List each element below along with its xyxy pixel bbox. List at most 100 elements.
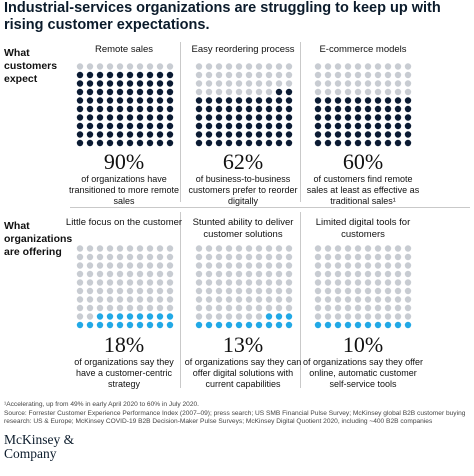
waffle-dot-filled — [344, 122, 352, 130]
waffle-dot-filled — [76, 105, 84, 113]
waffle-dot-filled — [106, 313, 114, 320]
waffle-dot-empty — [136, 304, 144, 312]
chart-title-easy-reordering: Easy reordering process — [191, 44, 295, 55]
waffle-dot-empty — [285, 262, 293, 269]
waffle-dot-filled — [156, 114, 164, 121]
waffle-dot-filled — [235, 97, 243, 104]
waffle-dot-empty — [265, 287, 273, 295]
waffle-dot-empty — [255, 279, 263, 286]
waffle-dot-empty — [394, 262, 402, 269]
waffle-dot-empty — [334, 71, 342, 79]
waffle-dot-empty — [106, 63, 114, 70]
waffle-dot-filled — [76, 114, 84, 121]
waffle-dot-empty — [354, 245, 362, 252]
waffle-dot-filled — [374, 105, 382, 113]
waffle-dot-empty — [354, 63, 362, 70]
waffle-dot-empty — [334, 262, 342, 269]
waffle-dot-empty — [166, 287, 174, 295]
waffle-dot-filled — [255, 114, 263, 121]
waffle-dot-empty — [334, 304, 342, 312]
waffle-dot-filled — [116, 139, 124, 147]
waffle-dot-empty — [364, 270, 372, 278]
row-divider — [70, 207, 470, 208]
waffle-dot-empty — [205, 71, 213, 79]
waffle-dot-filled — [215, 139, 223, 147]
waffle-dot-empty — [364, 296, 372, 303]
waffle-dot-filled — [314, 114, 322, 121]
waffle-dot-filled — [344, 114, 352, 121]
waffle-dot-empty — [166, 296, 174, 303]
waffle-dot-filled — [205, 122, 213, 130]
waffle-dot-filled — [404, 321, 412, 329]
waffle-dot-empty — [106, 296, 114, 303]
waffle-dot-filled — [285, 321, 293, 329]
column-divider — [300, 212, 301, 388]
waffle-dot-empty — [314, 279, 322, 286]
waffle-dot-filled — [146, 105, 154, 113]
waffle-dot-filled — [374, 114, 382, 121]
waffle-dot-filled — [215, 122, 223, 130]
waffle-customer-solutions — [195, 245, 293, 329]
waffle-dot-filled — [255, 321, 263, 329]
waffle-dot-filled — [384, 114, 392, 121]
waffle-dot-empty — [116, 287, 124, 295]
waffle-dot-empty — [195, 287, 203, 295]
waffle-dot-filled — [324, 131, 332, 138]
waffle-dot-empty — [285, 270, 293, 278]
waffle-dot-filled — [96, 105, 104, 113]
waffle-dot-filled — [314, 97, 322, 104]
waffle-dot-empty — [235, 304, 243, 312]
waffle-dot-empty — [344, 279, 352, 286]
waffle-dot-empty — [334, 63, 342, 70]
waffle-dot-filled — [265, 97, 273, 104]
waffle-dot-filled — [86, 122, 94, 130]
waffle-dot-empty — [285, 71, 293, 79]
waffle-dot-filled — [265, 114, 273, 121]
waffle-dot-empty — [354, 313, 362, 320]
chart-title-remote-sales: Remote sales — [94, 44, 154, 55]
waffle-dot-empty — [255, 296, 263, 303]
waffle-dot-empty — [106, 270, 114, 278]
waffle-dot-empty — [225, 253, 233, 261]
waffle-dot-filled — [146, 97, 154, 104]
waffle-dot-empty — [265, 80, 273, 87]
waffle-dot-filled — [106, 114, 114, 121]
waffle-dot-filled — [76, 71, 84, 79]
waffle-dot-filled — [384, 131, 392, 138]
waffle-dot-empty — [374, 80, 382, 87]
waffle-dot-empty — [404, 63, 412, 70]
waffle-dot-filled — [245, 122, 253, 130]
waffle-dot-empty — [404, 71, 412, 79]
waffle-dot-empty — [314, 63, 322, 70]
waffle-dot-empty — [364, 88, 372, 96]
waffle-dot-filled — [96, 313, 104, 320]
chart-title-customer-solutions: Stunted ability to deliver customer solu… — [192, 217, 294, 240]
waffle-dot-filled — [136, 131, 144, 138]
waffle-dot-empty — [126, 287, 134, 295]
waffle-dot-empty — [205, 304, 213, 312]
waffle-dot-empty — [255, 80, 263, 87]
value-customer-solutions: 13% — [222, 332, 264, 357]
column-divider — [180, 42, 181, 202]
waffle-dot-empty — [275, 296, 283, 303]
waffle-dot-empty — [235, 88, 243, 96]
waffle-dot-empty — [205, 287, 213, 295]
waffle-dot-filled — [96, 139, 104, 147]
waffle-dot-filled — [166, 313, 174, 320]
waffle-dot-empty — [334, 245, 342, 252]
waffle-dot-filled — [195, 105, 203, 113]
waffle-dot-filled — [156, 71, 164, 79]
waffle-dot-empty — [374, 270, 382, 278]
waffle-dot-empty — [404, 253, 412, 261]
waffle-dot-filled — [116, 71, 124, 79]
waffle-dot-empty — [255, 63, 263, 70]
waffle-dot-filled — [275, 321, 283, 329]
waffle-ecommerce — [314, 63, 412, 147]
waffle-dot-empty — [255, 262, 263, 269]
waffle-dot-empty — [384, 63, 392, 70]
chart-title-ecommerce: E-commerce models — [319, 44, 407, 55]
waffle-dot-empty — [344, 270, 352, 278]
waffle-dot-filled — [146, 88, 154, 96]
waffle-dot-filled — [136, 321, 144, 329]
waffle-dot-filled — [116, 105, 124, 113]
